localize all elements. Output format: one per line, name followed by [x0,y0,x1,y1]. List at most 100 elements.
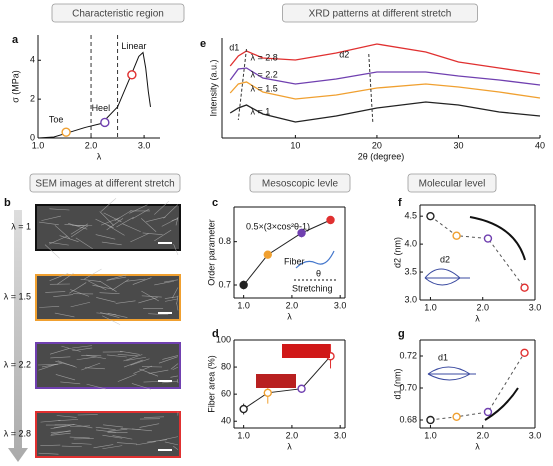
marker [239,280,248,290]
fiber-texture [70,425,91,428]
fiber-texture [131,208,150,220]
panel-letter: g [398,328,405,340]
annotation: d1 [229,42,239,52]
x-tick-label: 3.0 [138,140,151,150]
header: Molecular level [419,179,486,190]
fiber-texture [93,444,114,449]
fiber-texture [148,369,169,374]
fiber-texture [95,426,116,431]
panel-letter: f [398,197,402,209]
header: XRD patterns at different stretch [309,9,452,20]
annotation: Fiber [284,256,305,266]
fiber-texture [146,216,166,223]
fiber-texture [154,200,170,215]
fiber-texture [172,287,179,299]
fiber-texture [49,208,70,211]
series-label: λ = 2.8 [251,52,278,62]
fiber-texture [73,438,94,440]
header-box [407,173,497,193]
x-tick-label: 2.0 [476,302,489,312]
fiber-texture [38,364,59,366]
fiber-texture [100,198,117,212]
fiber-texture [45,291,66,293]
series-line [430,215,525,288]
fiber-texture [103,424,123,428]
fiber-texture [141,295,162,298]
y-tick-label: 80 [221,361,231,371]
fiber-texture [84,367,105,370]
trend-arrow [484,387,519,421]
y-axis-label: Fiber area (%) [206,355,216,413]
header: SEM images at different stretch [35,179,174,190]
fiber-texture [68,223,88,230]
fiber-texture [96,312,117,315]
fiber-texture [99,211,115,226]
x-axis-label: λ [287,311,292,321]
series-label: λ = 2.2 [251,69,278,79]
fiber-texture [99,280,117,292]
series-line [229,67,541,86]
annotation: Stretching [292,283,333,293]
fiber-texture [57,360,77,368]
x-tick-label: 3.0 [529,302,542,312]
y-tick-label: 0.68 [399,414,417,424]
fiber-texture [116,216,134,228]
x-tick-label: 2.0 [286,300,299,310]
marker [452,412,461,421]
fiber-texture [38,363,58,371]
highlight-label: Linear [121,41,146,51]
series-label: λ = 1.5 [251,83,278,93]
marker [483,407,493,417]
x-tick-label: 30 [453,140,463,150]
fiber-texture [131,383,152,390]
fiber-texture [56,415,77,418]
y-tick-label: 2 [30,94,35,104]
fiber-texture [49,348,70,355]
highlight-marker [100,117,110,128]
fiber-texture [154,280,174,286]
fiber-texture [158,356,178,364]
fiber-texture [117,373,137,382]
fiber-texture [72,345,93,349]
fiber-texture [107,224,125,236]
fiber-texture [39,306,60,308]
fiber-texture [148,313,169,316]
marker [483,234,493,243]
fiber-texture [106,276,127,281]
fiber-texture [100,217,120,226]
x-tick-label: 2.0 [286,430,299,440]
series-line [229,43,541,75]
series-line [229,81,541,100]
stretch-label: λ = 1 [11,221,31,231]
fiber-texture [133,365,153,374]
x-tick-label: 3.0 [334,300,347,310]
y-axis-label: d1 (nm) [392,368,402,399]
fiber-texture [70,223,89,235]
stretch-arrow [8,210,28,462]
series-line [243,219,331,286]
marker [426,211,435,221]
fiber-texture [54,225,71,239]
trend-arrow [469,216,526,261]
fiber-texture [142,232,163,236]
marker [297,228,306,238]
x-tick-label: 1.0 [32,140,45,150]
fiber-texture [164,296,179,299]
fiber-texture [101,241,122,246]
marker [520,283,529,292]
stretch-label: λ = 2.2 [4,359,31,369]
area-inset [256,374,296,388]
fiber-texture [41,215,61,221]
fiber-texture [129,204,148,214]
fiber-texture [76,356,97,361]
fiber-texture [58,419,79,422]
x-tick-label: 3.0 [529,430,542,440]
x-axis-label: 2θ (degree) [358,151,405,161]
fiber-texture [54,312,75,318]
fiber-texture [123,359,143,368]
fiber-texture [44,244,60,259]
fiber-texture [126,356,147,361]
x-axis-label: λ [475,313,480,323]
marker [426,415,435,425]
fiber-texture [61,445,82,447]
